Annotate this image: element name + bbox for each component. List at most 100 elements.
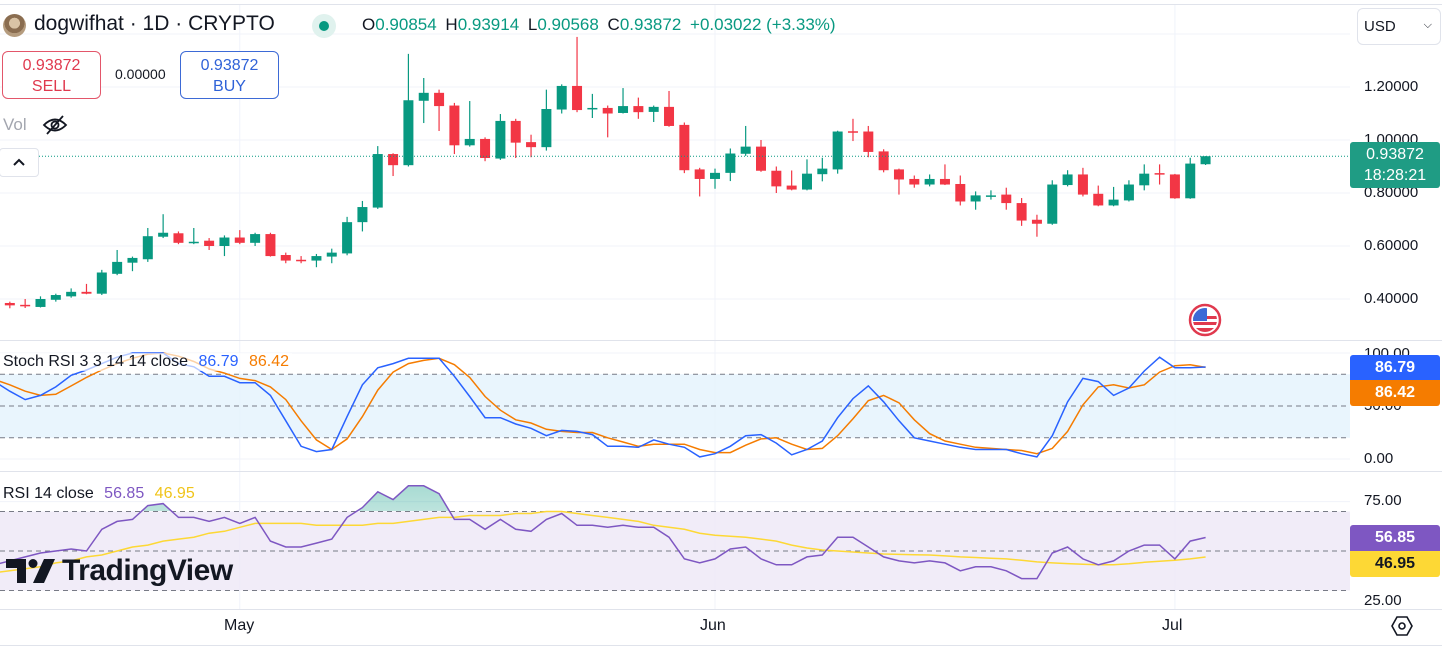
candle [480, 137, 491, 162]
candle-body [847, 131, 858, 133]
tradingview-logo[interactable]: TradingView [6, 553, 233, 589]
stoch-rsi-legend[interactable]: Stoch RSI 3 3 14 14 close 86.79 86.42 [0, 353, 292, 371]
candle-body [955, 183, 966, 202]
candle [188, 227, 199, 245]
candle-body [158, 232, 169, 237]
open-value: 0.90854 [375, 15, 437, 34]
candle-body [296, 259, 307, 262]
eye-off-icon[interactable] [42, 114, 68, 136]
candle [801, 159, 812, 191]
candle-body [418, 92, 429, 101]
candle [20, 299, 31, 309]
stoch-k-value: 86.79 [198, 353, 239, 370]
candle-body [1077, 174, 1088, 195]
candle [664, 90, 675, 127]
change-value: +0.03022 (+3.33%) [690, 15, 836, 34]
sell-button[interactable]: 0.93872 SELL [2, 51, 101, 99]
currency-select[interactable]: USD ⌵ [1357, 8, 1441, 45]
candle [970, 191, 981, 210]
candle [587, 93, 598, 119]
candle [832, 130, 843, 174]
candle [618, 88, 629, 114]
candle-body [204, 240, 215, 246]
candle [219, 235, 230, 257]
stoch-rsi-title: Stoch RSI 3 3 14 14 close [3, 353, 188, 370]
candle-body [1016, 203, 1027, 221]
candle-body [694, 169, 705, 179]
candle [50, 293, 61, 302]
candle [127, 256, 138, 272]
candle-body [924, 178, 935, 185]
candle [1047, 180, 1058, 225]
candle [847, 118, 858, 142]
price-axis-label: 1.20000 [1364, 78, 1419, 95]
candle-body [801, 173, 812, 190]
candle-body [326, 252, 337, 257]
candle-body [602, 107, 613, 114]
stoch-axis-label: 0.00 [1364, 450, 1394, 467]
candle [250, 232, 261, 246]
candle [357, 200, 368, 232]
candle [771, 166, 782, 193]
candle [464, 101, 475, 147]
candle-body [464, 138, 475, 146]
candle-body [372, 154, 383, 208]
collapse-button[interactable] [0, 148, 39, 177]
candle [280, 252, 291, 264]
rsi-overbought-fill-group [141, 485, 450, 511]
candle [204, 238, 215, 250]
candle [265, 232, 276, 257]
candle-body [985, 195, 996, 197]
candle-body [342, 222, 353, 254]
candle-body [1108, 199, 1119, 206]
candle-body [265, 234, 276, 257]
candle [96, 269, 107, 296]
candle-body [188, 241, 199, 244]
candle [311, 253, 322, 268]
rsi-legend[interactable]: RSI 14 close 56.85 46.95 [0, 485, 198, 503]
bar-countdown: 18:28:21 [1363, 167, 1427, 184]
candle [81, 283, 92, 295]
rsi-line [0, 485, 1206, 580]
rsi-axis-label: 75.00 [1364, 492, 1402, 509]
candle [1077, 167, 1088, 197]
volume-label: Vol [3, 115, 27, 134]
settings-gear-icon[interactable] [1390, 614, 1414, 638]
indicator-bands [0, 352, 1350, 591]
candle [1139, 164, 1150, 191]
low-label: L [527, 15, 538, 34]
chevron-down-icon: ⌵ [1423, 19, 1432, 31]
candle-body [4, 302, 15, 306]
high-label: H [445, 15, 458, 34]
candle [602, 105, 613, 138]
symbol-title[interactable]: dogwifhat · 1D · CRYPTO [34, 12, 275, 35]
time-axis-label: May [224, 617, 255, 634]
candle-body [449, 105, 460, 146]
candle-body [786, 185, 797, 190]
candle [1200, 156, 1211, 165]
candle-body [50, 295, 61, 300]
candle [786, 170, 797, 191]
candle-body [434, 92, 445, 107]
candle [572, 36, 583, 113]
candle [556, 84, 567, 114]
candle [510, 118, 521, 159]
candle-body [618, 106, 629, 113]
price-axis-label: 0.80000 [1364, 184, 1419, 201]
candle-body [219, 237, 230, 246]
candle [173, 231, 184, 245]
candle-body [234, 237, 245, 243]
candle-body [250, 234, 261, 243]
rsi-axis-label: 25.00 [1364, 592, 1402, 607]
candle-body [633, 106, 644, 113]
candle-body [909, 178, 920, 185]
time-axis-label: Jul [1162, 617, 1183, 634]
candle [985, 190, 996, 200]
current-price: 0.93872 [1366, 146, 1424, 163]
us-flag-icon[interactable] [1188, 303, 1222, 337]
candle [1016, 198, 1027, 226]
buy-button[interactable]: 0.93872 BUY [180, 51, 279, 99]
candle-body [817, 168, 828, 175]
candle-body [35, 299, 46, 307]
